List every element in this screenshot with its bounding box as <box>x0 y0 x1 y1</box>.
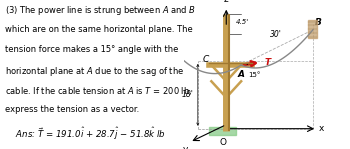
Polygon shape <box>308 20 317 38</box>
Text: (3) The power line is strung between $A$ and $B$: (3) The power line is strung between $A$… <box>5 4 196 17</box>
Text: 15°: 15° <box>248 72 260 78</box>
Text: express the tension as a vector.: express the tension as a vector. <box>5 105 139 114</box>
Text: A: A <box>238 70 245 79</box>
Text: T: T <box>265 58 271 67</box>
Text: B: B <box>315 18 322 27</box>
Polygon shape <box>209 127 236 135</box>
Text: C: C <box>203 55 209 64</box>
Text: 18': 18' <box>182 90 194 99</box>
Text: O: O <box>219 138 226 147</box>
Text: y: y <box>183 145 188 149</box>
Text: horizontal plane at $A$ due to the sag of the: horizontal plane at $A$ due to the sag o… <box>5 65 184 78</box>
Text: x: x <box>319 124 324 133</box>
Text: tension force makes a 15° angle with the: tension force makes a 15° angle with the <box>5 45 178 54</box>
Text: $\mathit{Ans}$: $\vec{T}$ = 191.0$\hat{i}$ + 28.7$\hat{j}$ − 51.8$\hat{k}$ lb: $\mathit{Ans}$: $\vec{T}$ = 191.0$\hat{i… <box>5 125 166 142</box>
Text: 4.5': 4.5' <box>236 19 249 25</box>
Text: 30': 30' <box>271 30 282 39</box>
Text: which are on the same horizontal plane. The: which are on the same horizontal plane. … <box>5 25 193 34</box>
Text: z: z <box>224 0 229 4</box>
Text: cable. If the cable tension at $A$ is $T$ = 200 lb,: cable. If the cable tension at $A$ is $T… <box>5 85 192 97</box>
